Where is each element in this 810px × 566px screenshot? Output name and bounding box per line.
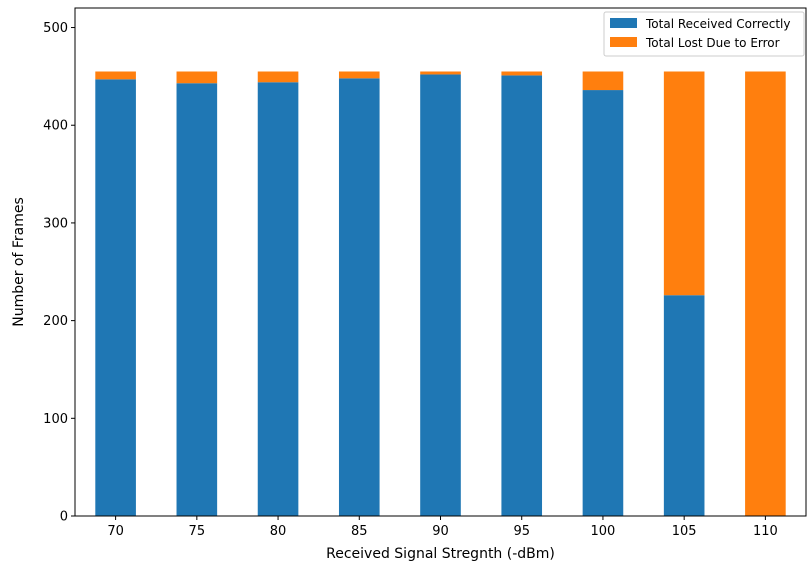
x-tick-label-70: 70 [107, 524, 124, 539]
bars-group [95, 71, 786, 517]
x-tick-label-80: 80 [270, 524, 287, 539]
bar-received-95 [501, 75, 543, 517]
x-axis: 70 75 80 85 90 95 100 105 110 [107, 516, 778, 539]
y-tick-label-300: 300 [43, 216, 68, 231]
legend-box [603, 11, 805, 57]
bar-received-105 [663, 295, 705, 516]
y-axis-label: Number of Frames [11, 197, 27, 327]
legend-label-received: Total Received Correctly [645, 17, 791, 31]
y-axis: 0 100 200 300 400 500 [43, 21, 75, 525]
legend-swatch-received [610, 18, 637, 28]
legend-label-lost: Total Lost Due to Error [645, 36, 780, 50]
bar-lost-95 [501, 71, 543, 76]
bar-received-80 [257, 82, 299, 516]
bar-lost-90 [420, 71, 461, 75]
bar-lost-80 [257, 71, 299, 83]
x-tick-label-100: 100 [591, 524, 616, 539]
plot-frame [74, 7, 807, 517]
x-tick-label-85: 85 [351, 524, 368, 539]
bar-lost-110 [745, 71, 786, 516]
x-tick-label-90: 90 [432, 524, 449, 539]
x-tick-label-95: 95 [513, 524, 530, 539]
bar-received-100 [582, 90, 624, 517]
bar-received-90 [420, 74, 461, 516]
bar-lost-75 [176, 71, 218, 84]
y-tick-label-100: 100 [43, 412, 68, 427]
x-tick-label-105: 105 [672, 524, 697, 539]
bar-received-85 [338, 78, 380, 516]
y-tick-label-200: 200 [43, 314, 68, 329]
y-tick-label-400: 400 [43, 119, 68, 134]
y-tick-label-0: 0 [60, 510, 68, 525]
x-axis-label: Received Signal Stregnth (-dBm) [326, 546, 555, 562]
bar-lost-70 [95, 71, 136, 80]
x-tick-label-75: 75 [189, 524, 206, 539]
bar-lost-100 [582, 71, 624, 91]
legend-swatch-lost [610, 37, 637, 47]
y-tick-label-500: 500 [43, 21, 68, 36]
bar-received-70 [95, 79, 136, 517]
bar-lost-85 [338, 71, 380, 79]
x-tick-label-110: 110 [753, 524, 778, 539]
bar-lost-105 [663, 71, 705, 296]
legend: Total Received Correctly Total Lost Due t… [603, 11, 805, 57]
bar-received-75 [176, 83, 218, 516]
